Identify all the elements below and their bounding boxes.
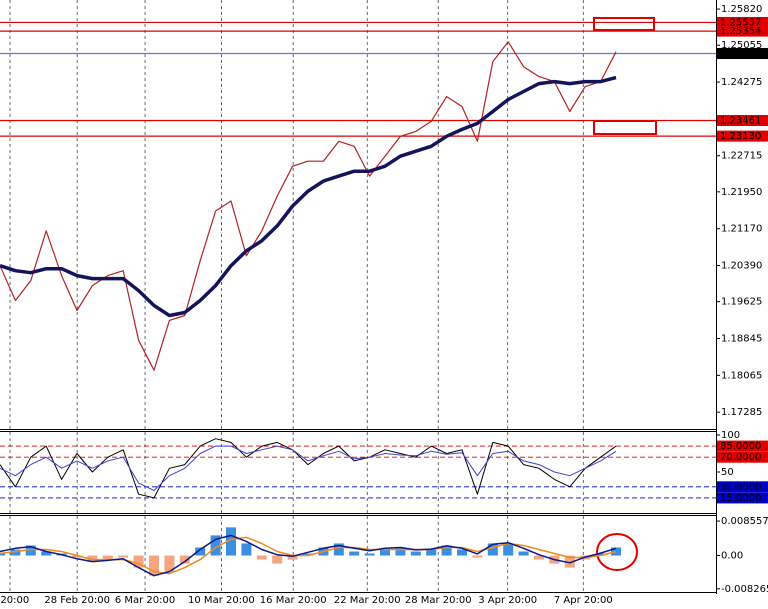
level-label-box: [717, 48, 768, 60]
level-label-box: [717, 451, 768, 463]
histogram-bar: [287, 555, 298, 560]
level-label: 1.23461: [720, 115, 761, 126]
histogram-bar: [333, 543, 344, 556]
y-tick-label: 1.18065: [721, 370, 762, 381]
level-label-box: [717, 492, 768, 504]
x-tick-label: 7 Apr 20:00: [554, 595, 613, 606]
histogram-bar: [457, 549, 467, 556]
histogram-bar: [564, 555, 575, 568]
level-label: 70.0000: [720, 452, 761, 463]
histogram-bar: [118, 555, 129, 558]
level-label-box: [717, 114, 768, 126]
histogram-bar: [241, 543, 252, 556]
histogram-bar: [164, 555, 175, 572]
histogram-bar: [534, 555, 544, 560]
histogram-bar: [72, 555, 82, 558]
series-line: [0, 75, 617, 318]
histogram-bar: [503, 543, 514, 556]
level-label: 85.0000: [720, 441, 761, 452]
histogram-bar: [149, 555, 159, 576]
histogram-bar: [195, 547, 206, 556]
y-tick-label: 1.19625: [721, 297, 762, 308]
y-tick-label: 1.21170: [721, 224, 762, 235]
level-label-box: [717, 130, 768, 142]
histogram-bar: [41, 551, 52, 556]
y-tick-label: 0.008557: [721, 516, 768, 527]
histogram-bar: [226, 527, 236, 556]
level-label: 1.25537: [720, 17, 761, 28]
level-label-box: [717, 440, 768, 452]
y-tick-label: 1.17285: [721, 407, 762, 418]
y-tick-label: 50: [721, 467, 734, 478]
histogram-bar: [395, 547, 406, 556]
level-label-box: [717, 16, 768, 28]
histogram-bar: [25, 545, 36, 556]
histogram-bar: [102, 555, 113, 560]
series-line: [0, 445, 617, 491]
y-tick-label: 1.21950: [721, 187, 762, 198]
level-label: 30.0000: [720, 482, 761, 493]
histogram-bar: [179, 555, 190, 564]
y-tick-label: 1.18845: [721, 334, 762, 345]
histogram-bar: [0, 553, 5, 556]
histogram-bar: [426, 549, 437, 556]
x-tick-label: 28 Mar 20:00: [405, 595, 472, 606]
histogram-bar: [364, 553, 375, 556]
y-tick-label: 1.22715: [721, 151, 762, 162]
histogram-bar: [410, 551, 421, 556]
x-tick-label: 16 Mar 20:00: [260, 595, 327, 606]
level-label-box: [717, 25, 768, 37]
x-tick-label: 10 Mar 20:00: [188, 595, 255, 606]
y-tick-label: -0.008265: [721, 584, 768, 595]
y-tick-label: 0.00: [721, 551, 743, 562]
series-line: [0, 534, 617, 577]
histogram-bar: [10, 549, 21, 556]
histogram-bar: [133, 555, 144, 568]
x-tick-label: 3 Apr 20:00: [478, 595, 537, 606]
histogram-bar: [87, 555, 98, 562]
histogram-bar: [487, 543, 498, 556]
level-label: 1.25354: [720, 26, 761, 37]
level-label: 15.0000: [720, 493, 761, 504]
histogram-bar: [518, 551, 529, 556]
y-tick-label: 1.24275: [721, 77, 762, 88]
histogram-bar: [303, 553, 313, 556]
histogram-bar: [349, 551, 360, 556]
level-label: 1.23130: [720, 131, 761, 142]
y-tick-label: 1.25055: [721, 40, 762, 51]
histogram-bar: [380, 549, 390, 556]
x-tick-label: 28 Feb 20:00: [44, 595, 110, 606]
histogram-bar: [210, 535, 221, 556]
x-tick-label: 6 Mar 20:00: [115, 595, 175, 606]
histogram-bar: [595, 553, 606, 556]
series-line: [0, 438, 617, 499]
x-tick-label: 22 Mar 20:00: [334, 595, 401, 606]
highlight-ellipse: [596, 533, 638, 571]
y-tick-label: 1.20390: [721, 261, 762, 272]
marker-box: [593, 17, 655, 31]
level-label-box: [717, 481, 768, 493]
y-tick-label: 100: [721, 430, 740, 441]
histogram-bar: [272, 555, 283, 564]
x-tick-label: b 20:00: [0, 595, 29, 606]
y-tick-label: 1.25820: [721, 4, 762, 15]
histogram-bar: [256, 555, 267, 560]
level-label: 1.24879: [720, 49, 761, 60]
histogram-bar: [441, 545, 452, 556]
histogram-bar: [472, 555, 483, 558]
